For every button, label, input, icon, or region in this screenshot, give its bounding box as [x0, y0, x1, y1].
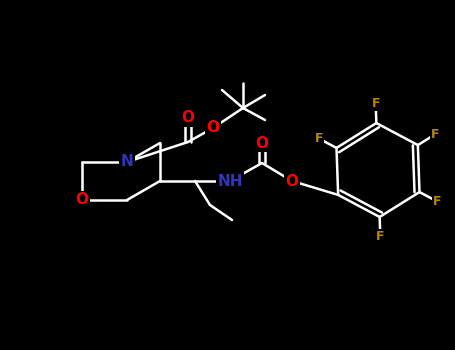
- Text: O: O: [76, 193, 89, 208]
- Text: F: F: [371, 97, 380, 110]
- Text: N: N: [121, 154, 133, 169]
- Text: F: F: [430, 128, 439, 141]
- Text: O: O: [256, 135, 268, 150]
- Text: O: O: [182, 111, 194, 126]
- Text: O: O: [207, 120, 219, 135]
- Text: O: O: [285, 174, 298, 189]
- Text: F: F: [433, 195, 441, 208]
- Text: NH: NH: [217, 174, 243, 189]
- Text: F: F: [376, 230, 384, 244]
- Text: F: F: [314, 132, 323, 145]
